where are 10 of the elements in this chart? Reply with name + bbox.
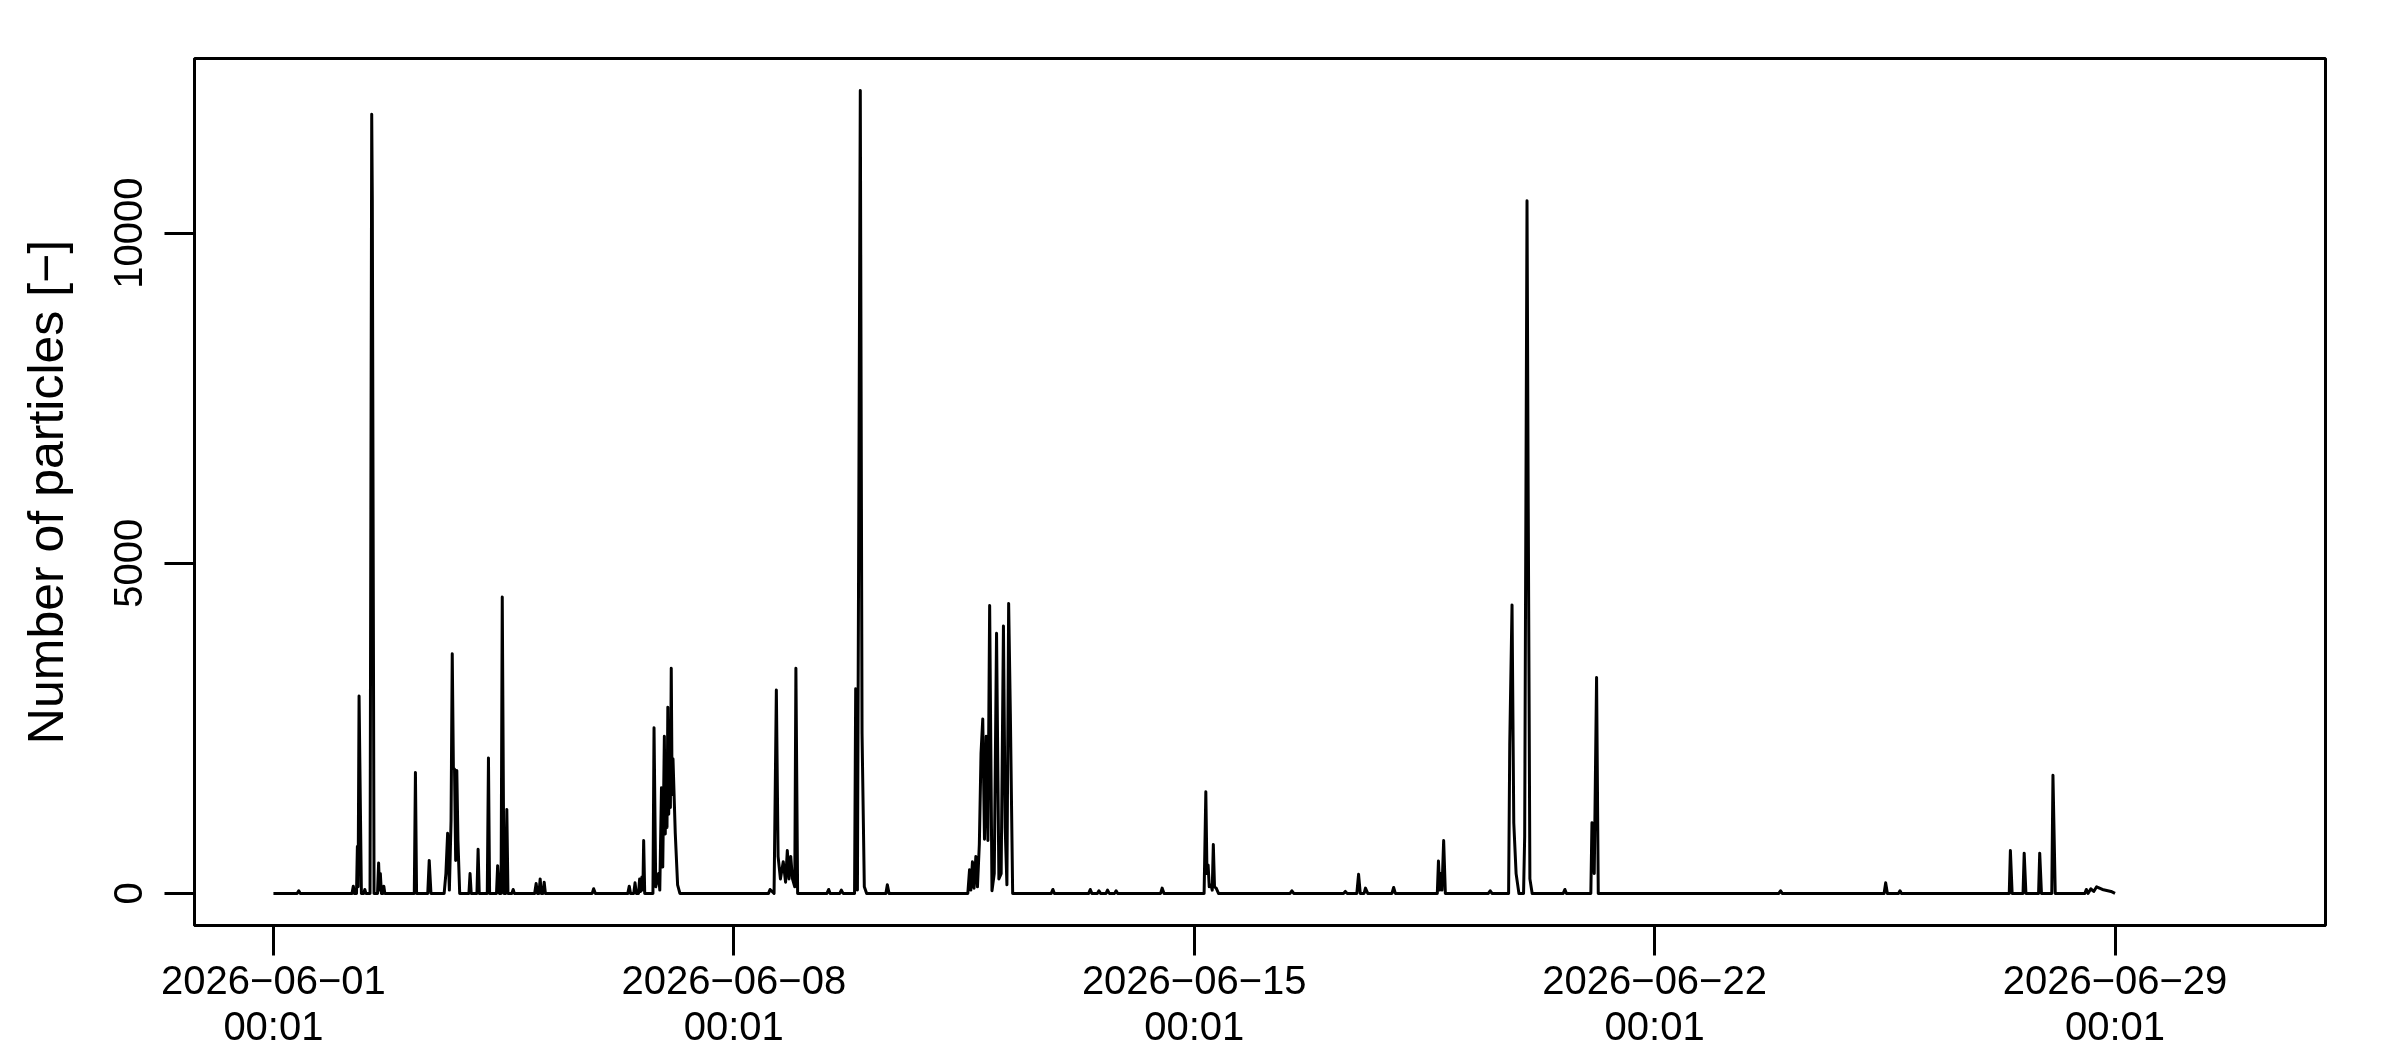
y-axis-title: Number of particles [−] <box>17 239 74 745</box>
y-tick-label: 0 <box>106 882 151 905</box>
line-series <box>271 89 2117 895</box>
y-tick-label: 10000 <box>106 177 151 289</box>
x-tick-label: 2026−06−08 00:01 <box>621 957 847 1048</box>
x-tick-label: 2026−06−01 00:01 <box>161 957 386 1048</box>
x-tick-label: 2026−06−15 00:01 <box>1081 957 1307 1048</box>
x-tick-label: 2026−06−29 00:01 <box>2002 957 2228 1048</box>
x-tick-label: 2026−06−22 00:01 <box>1542 957 1767 1048</box>
y-tick-label: 5000 <box>106 518 151 608</box>
